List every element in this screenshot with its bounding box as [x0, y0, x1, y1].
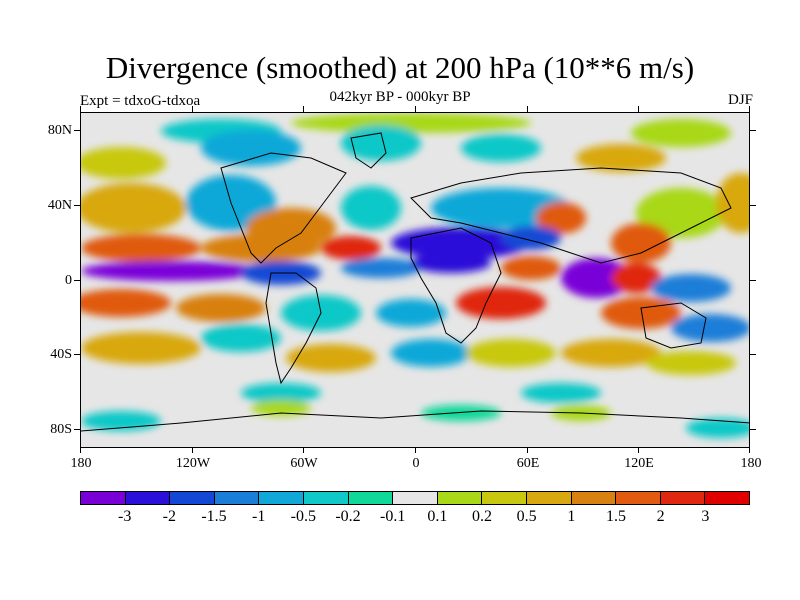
- axis-tick: [749, 106, 750, 112]
- colorbar-swatch: [125, 492, 171, 504]
- axis-tick: [192, 447, 193, 453]
- axis-tick: [74, 280, 80, 281]
- colorbar-swatch: [616, 492, 661, 504]
- colorbar-label: 0.1: [427, 508, 448, 525]
- colorbar-swatch: [393, 492, 438, 504]
- colorbar-swatch: [482, 492, 527, 504]
- colorbar-swatch: [303, 492, 349, 504]
- y-tick-label: 40N: [47, 198, 72, 213]
- axis-tick: [192, 106, 193, 112]
- divergence-field: [81, 113, 749, 447]
- season-label: DJF: [727, 92, 753, 108]
- axis-tick: [749, 447, 750, 453]
- colorbar-label: 1.5: [606, 508, 626, 525]
- y-tick-label: 80S: [50, 422, 72, 437]
- x-tick-label: 120W: [175, 456, 211, 471]
- axis-tick: [303, 447, 304, 453]
- colorbar-label: -1.5: [201, 508, 227, 525]
- colorbar-swatch: [437, 492, 483, 504]
- colorbar-label: -2: [162, 508, 176, 525]
- axis-tick: [74, 130, 80, 131]
- axis-tick: [415, 106, 416, 112]
- axis-tick: [80, 106, 81, 112]
- colorbar-swatch: [348, 492, 394, 504]
- axis-tick: [750, 429, 756, 430]
- plot-subtitle: 042kyr BP - 000kyr BP: [329, 89, 471, 105]
- axis-tick: [750, 130, 756, 131]
- y-tick-label: 40S: [50, 347, 72, 362]
- axis-tick: [750, 280, 756, 281]
- axis-tick: [303, 106, 304, 112]
- colorbar-swatch: [214, 492, 260, 504]
- colorbar-label: -0.1: [379, 508, 406, 525]
- plot-title: Divergence (smoothed) at 200 hPa (10**6 …: [105, 50, 695, 85]
- axis-tick: [80, 447, 81, 453]
- coastlines: [81, 132, 749, 432]
- axis-tick: [74, 205, 80, 206]
- map-panel: [80, 112, 750, 448]
- colorbar-label: 3: [701, 508, 710, 525]
- x-tick-label: 180: [740, 456, 762, 471]
- axis-tick: [750, 354, 756, 355]
- colorbar-label: 0.2: [472, 508, 492, 525]
- y-tick-label: 0: [65, 273, 72, 288]
- colorbar-label: 1: [567, 508, 576, 525]
- axis-tick: [638, 106, 639, 112]
- colorbar-label: -0.5: [290, 508, 316, 525]
- x-tick-label: 60E: [516, 456, 540, 471]
- contour-fill: [81, 113, 749, 438]
- colorbar-swatch: [571, 492, 617, 504]
- axis-tick: [74, 354, 80, 355]
- x-tick-label: 180: [70, 456, 92, 471]
- axis-tick: [74, 429, 80, 430]
- colorbar-swatch: [660, 492, 706, 504]
- axis-tick: [415, 447, 416, 453]
- x-tick-label: 60W: [290, 456, 318, 471]
- colorbar-label: 2: [656, 508, 665, 525]
- colorbar-label: -0.2: [335, 508, 361, 525]
- colorbar: [80, 491, 750, 505]
- y-tick-label: 80N: [47, 123, 72, 138]
- axis-tick: [527, 447, 528, 453]
- axis-tick: [638, 447, 639, 453]
- colorbar-swatch: [259, 492, 304, 504]
- x-tick-label: 120E: [624, 456, 654, 471]
- colorbar-label: -1: [251, 508, 266, 525]
- experiment-label: Expt = tdxoG-tdxoa: [80, 93, 201, 109]
- colorbar-swatch: [170, 492, 215, 504]
- colorbar-swatch: [81, 492, 126, 504]
- colorbar-swatch: [526, 492, 572, 504]
- colorbar-label: -3: [117, 508, 132, 525]
- colorbar-label: 0.5: [516, 508, 537, 525]
- colorbar-swatch: [705, 492, 749, 504]
- x-tick-label: 0: [412, 456, 420, 471]
- axis-tick: [750, 205, 756, 206]
- axis-tick: [527, 106, 528, 112]
